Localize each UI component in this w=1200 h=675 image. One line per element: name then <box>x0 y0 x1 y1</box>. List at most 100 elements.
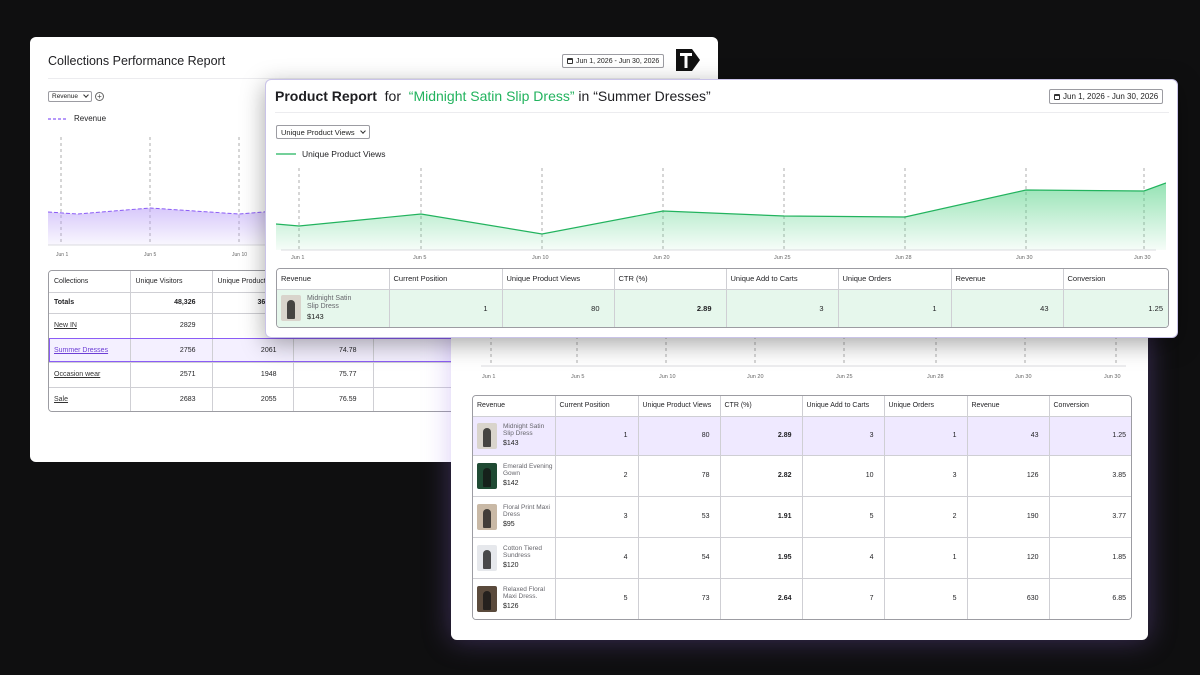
cell-ctr: 2.89 <box>720 416 803 456</box>
add-metric-button[interactable]: + <box>95 92 104 101</box>
cell-orders: 3 <box>884 455 968 497</box>
cell-views: 80 <box>638 416 721 456</box>
column-header: Conversion <box>1063 269 1168 290</box>
brand-logo-icon <box>676 49 700 71</box>
x-tick-label: Jun 28 <box>927 374 944 380</box>
cell-views: 54 <box>638 537 721 579</box>
x-tick-label: Jun 10 <box>659 374 676 380</box>
x-tick-label: Jun 10 <box>532 255 549 261</box>
x-tick-label: Jun 30 <box>1016 255 1033 261</box>
x-tick-label: Jun 5 <box>413 255 426 261</box>
cell-ctr: 1.91 <box>720 496 803 538</box>
x-tick-label: Jun 5 <box>144 252 156 258</box>
legend-line-icon <box>276 153 296 155</box>
table-row[interactable]: Relaxed Floral Maxi Dress. $126 5 73 2.64 7 5 6… <box>473 578 1131 619</box>
x-tick-label: Jun 30 <box>1134 255 1151 261</box>
column-header: Revenue <box>967 396 1050 417</box>
column-header: Unique Product Views <box>638 396 721 417</box>
product-report-title: Product Report for “Midnight Satin Slip … <box>275 88 711 104</box>
table-row[interactable]: Midnight Satin Slip Dress $143 1 80 2.89 3 1 43… <box>473 416 1131 456</box>
collections-chart-legend: Revenue <box>48 114 106 123</box>
x-tick-label: Jun 20 <box>653 255 670 261</box>
column-header: Unique Visitors <box>130 271 213 293</box>
product-price: $142 <box>503 479 519 487</box>
cell-conversion: 1.85 <box>1049 537 1131 579</box>
product-name: Floral Print Maxi Dress <box>503 504 550 518</box>
product-price: $120 <box>503 561 519 569</box>
cell-revenue: 43 <box>967 416 1050 456</box>
column-header: Conversion <box>1049 396 1131 417</box>
product-price: $126 <box>503 603 519 611</box>
product-name: Cotton Tiered Sundress <box>503 545 543 559</box>
product-name: Relaxed Floral Maxi Dress. <box>503 586 545 601</box>
cell-carts: 4 <box>802 537 885 579</box>
chevron-down-icon <box>359 127 366 134</box>
product-report-card: Product Report for “Midnight Satin Slip … <box>265 79 1178 338</box>
x-tick-label: Jun 1 <box>56 252 68 258</box>
cell-revenue: 630 <box>967 578 1050 619</box>
product-thumbnail <box>477 462 497 489</box>
cell-position: 5 <box>555 578 639 619</box>
column-header: Revenue <box>473 396 556 417</box>
column-header: Revenue <box>277 269 390 290</box>
table-row[interactable]: Cotton Tiered Sundress $120 4 54 1.95 4 1 120 1.… <box>473 537 1131 579</box>
cell-position: 3 <box>555 496 639 538</box>
x-tick-label: Jun 25 <box>836 374 853 380</box>
column-header: Unique Product Views <box>502 269 615 290</box>
cell-orders: 1 <box>884 416 968 456</box>
cell-position: 2 <box>555 455 639 497</box>
x-tick-label: Jun 10 <box>232 252 247 258</box>
collections-revenue-chart: Jun 1 Jun 5 Jun 10 <box>48 137 288 258</box>
product-name: Emerald Evening Gown <box>503 463 553 477</box>
cell-orders: 1 <box>884 537 968 579</box>
product-thumbnail <box>477 422 497 449</box>
product-list-table: Revenue Current Position Unique Product … <box>472 395 1132 620</box>
table-row[interactable]: Midnight Satin Slip Dress $143 1 80 2.89… <box>277 289 1168 327</box>
cell-carts: 5 <box>802 496 885 538</box>
collection-link[interactable]: Sale <box>54 395 69 403</box>
product-chart-legend: Unique Product Views <box>276 149 385 159</box>
collection-name: “Summer Dresses” <box>593 88 711 104</box>
product-metric-select[interactable]: Unique Product Views <box>276 125 370 139</box>
x-tick-label: Jun 30 <box>1104 374 1121 380</box>
product-name: Midnight Satin Slip Dress <box>307 295 352 310</box>
x-tick-label: Jun 1 <box>291 255 304 261</box>
table-row[interactable]: Sale 2683 2055 76.59 262 <box>49 387 707 411</box>
cell-revenue: 190 <box>967 496 1050 538</box>
cell-carts: 10 <box>802 455 885 497</box>
column-header: CTR (%) <box>720 396 803 417</box>
product-list-card: Jun 1 Jun 5 Jun 10 Jun 20 Jun 25 Jun 28 … <box>451 310 1148 640</box>
collection-link[interactable]: Occasion wear <box>54 371 101 378</box>
calendar-icon <box>567 58 573 64</box>
product-report-table: Revenue Current Position Unique Product … <box>276 268 1169 328</box>
cell-position: 4 <box>555 537 639 579</box>
cell-carts: 7 <box>802 578 885 619</box>
unique-product-views-chart: Jun 1 Jun 5 Jun 10 Jun 20 Jun 25 Jun 28 … <box>276 168 1166 261</box>
calendar-icon <box>1054 93 1060 100</box>
cell-conversion: 3.85 <box>1049 455 1131 497</box>
cell-orders: 2 <box>884 496 968 538</box>
product-thumbnail <box>281 295 301 322</box>
table-row[interactable]: Emerald Evening Gown $142 2 78 2.82 10 3 126 3.8… <box>473 455 1131 497</box>
product-thumbnail <box>477 503 497 530</box>
x-tick-label: Jun 25 <box>774 255 791 261</box>
collection-link[interactable]: New IN <box>54 322 77 329</box>
table-row[interactable]: Floral Print Maxi Dress $95 3 53 1.91 5 2 190 3.… <box>473 496 1131 538</box>
cell-views: 78 <box>638 455 721 497</box>
product-thumbnail <box>477 544 497 571</box>
column-header: Unique Add to Carts <box>726 269 839 290</box>
product-date-range-button[interactable]: Jun 1, 2026 - Jun 30, 2026 <box>1049 89 1164 104</box>
collections-date-range-button[interactable]: Jun 1, 2026 - Jun 30, 2026 <box>562 54 665 68</box>
x-tick-label: Jun 30 <box>1015 374 1032 380</box>
cell-ctr: 2.64 <box>720 578 803 619</box>
collection-link[interactable]: Summer Dresses <box>54 346 109 354</box>
collections-metric-select[interactable]: Revenue <box>48 91 93 102</box>
product-name-highlight: “Midnight Satin Slip Dress” <box>408 88 575 104</box>
totals-visitors: 48,326 <box>130 292 213 314</box>
column-header: Current Position <box>555 396 639 417</box>
product-thumbnail <box>477 585 497 612</box>
column-header: Unique Add to Carts <box>802 396 885 417</box>
cell-conversion: 1.25 <box>1049 416 1131 456</box>
chevron-down-icon <box>83 92 89 98</box>
column-header: Revenue <box>951 269 1064 290</box>
